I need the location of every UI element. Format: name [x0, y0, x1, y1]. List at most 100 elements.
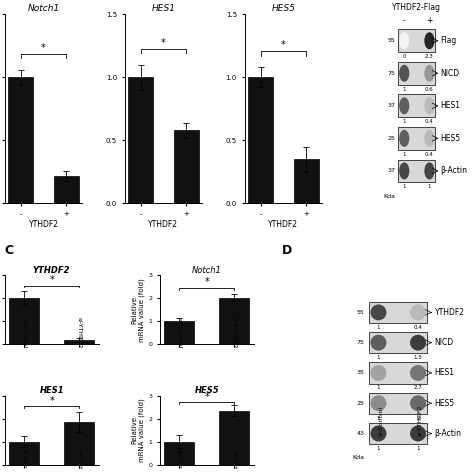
Bar	[219, 298, 249, 344]
Ellipse shape	[371, 365, 386, 381]
Title: HES5: HES5	[194, 386, 219, 395]
Text: 0.4: 0.4	[425, 152, 434, 156]
Text: 0.4: 0.4	[425, 119, 434, 124]
Text: 1: 1	[377, 385, 380, 391]
Text: 75: 75	[387, 71, 395, 76]
Bar	[64, 339, 94, 344]
Text: 25: 25	[357, 401, 365, 406]
Bar	[369, 423, 428, 444]
Text: YTHDF2-Flag: YTHDF2-Flag	[392, 3, 441, 12]
X-axis label: YTHDF2: YTHDF2	[28, 220, 59, 229]
Text: 75: 75	[357, 340, 365, 345]
Ellipse shape	[399, 65, 410, 82]
Text: *: *	[281, 40, 286, 50]
Text: 55: 55	[357, 310, 365, 315]
Bar	[54, 176, 79, 203]
Text: 1: 1	[428, 184, 431, 189]
Bar	[9, 442, 39, 465]
Text: Flag: Flag	[441, 36, 457, 45]
Bar	[398, 94, 436, 117]
Text: 1: 1	[402, 152, 406, 156]
Text: 37: 37	[387, 103, 395, 109]
Text: *: *	[161, 37, 166, 48]
Bar	[398, 160, 436, 182]
Text: HES1: HES1	[435, 368, 455, 377]
Text: Kda: Kda	[353, 455, 365, 460]
Ellipse shape	[399, 32, 410, 49]
Bar	[248, 77, 273, 203]
Ellipse shape	[424, 32, 435, 49]
Y-axis label: Relative
mRNA value (fold): Relative mRNA value (fold)	[132, 278, 146, 342]
Text: 1: 1	[377, 355, 380, 360]
Bar	[398, 29, 436, 52]
Ellipse shape	[410, 335, 426, 351]
Bar	[398, 62, 436, 85]
Title: Notch1: Notch1	[27, 4, 60, 13]
Title: YTHDF2: YTHDF2	[33, 265, 71, 274]
Bar	[369, 302, 428, 323]
Bar	[369, 362, 428, 383]
Bar	[173, 130, 199, 203]
Ellipse shape	[371, 335, 386, 351]
Text: D: D	[282, 244, 292, 257]
Text: *: *	[49, 275, 54, 285]
Text: *: *	[204, 392, 209, 402]
Bar	[9, 298, 39, 344]
Ellipse shape	[399, 163, 410, 180]
Bar	[398, 127, 436, 150]
Text: β-Actin: β-Actin	[435, 429, 462, 438]
X-axis label: YTHDF2: YTHDF2	[268, 220, 298, 229]
Text: 1: 1	[377, 416, 380, 421]
Text: Kda: Kda	[383, 194, 395, 199]
Text: 1: 1	[377, 325, 380, 330]
Text: 2.3: 2.3	[425, 54, 434, 59]
Text: 2.7: 2.7	[414, 385, 422, 391]
Bar	[128, 77, 153, 203]
Ellipse shape	[371, 304, 386, 320]
Ellipse shape	[410, 365, 426, 381]
Ellipse shape	[424, 97, 435, 114]
Text: 35: 35	[357, 371, 365, 375]
Text: 1.5: 1.5	[414, 355, 422, 360]
Text: *: *	[204, 277, 209, 287]
Bar	[164, 442, 194, 465]
Ellipse shape	[424, 65, 435, 82]
Text: si-Control: si-Control	[378, 406, 383, 436]
Text: β-Actin: β-Actin	[441, 166, 468, 175]
Text: NICD: NICD	[435, 338, 454, 347]
Ellipse shape	[399, 130, 410, 147]
Bar	[293, 159, 319, 203]
Title: Notch1: Notch1	[192, 265, 222, 274]
Text: 1: 1	[377, 446, 380, 451]
Text: 55: 55	[387, 38, 395, 43]
Bar	[8, 77, 33, 203]
Text: HES5: HES5	[435, 399, 455, 408]
Text: 2: 2	[416, 416, 420, 421]
Ellipse shape	[424, 130, 435, 147]
Text: 1: 1	[402, 87, 406, 91]
Text: si-YTHDF2: si-YTHDF2	[418, 405, 423, 436]
Ellipse shape	[410, 395, 426, 411]
Ellipse shape	[424, 163, 435, 180]
Ellipse shape	[410, 426, 426, 441]
Text: 37: 37	[387, 168, 395, 173]
Text: *: *	[41, 43, 46, 53]
Bar	[164, 321, 194, 344]
Title: HES1: HES1	[39, 386, 64, 395]
Bar	[219, 410, 249, 465]
Text: C: C	[5, 244, 14, 257]
Text: 0: 0	[402, 54, 406, 59]
Text: YTHDF2: YTHDF2	[435, 308, 465, 317]
Text: HES5: HES5	[441, 134, 461, 143]
Bar	[369, 392, 428, 414]
Text: +: +	[426, 16, 433, 25]
Text: 43: 43	[357, 431, 365, 436]
Text: -: -	[403, 16, 406, 25]
Text: HES1: HES1	[441, 101, 461, 110]
Y-axis label: Relative
mRNA value (fold): Relative mRNA value (fold)	[132, 398, 146, 462]
Text: 25: 25	[387, 136, 395, 141]
Text: 1: 1	[402, 119, 406, 124]
Ellipse shape	[371, 426, 386, 441]
Title: HES5: HES5	[271, 4, 295, 13]
Text: 1: 1	[402, 184, 406, 189]
